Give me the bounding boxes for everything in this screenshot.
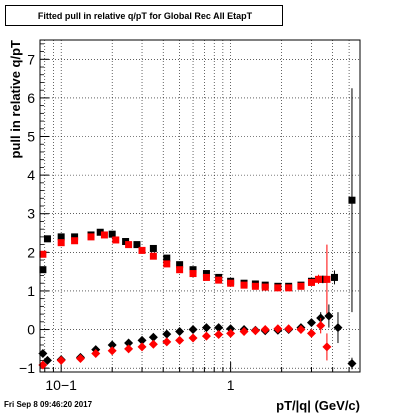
x-tick-label: 10−1 <box>45 377 77 393</box>
data-point-square <box>261 283 269 291</box>
data-point-diamond <box>333 323 343 333</box>
data-point-square <box>202 273 210 281</box>
data-point-square <box>240 281 248 289</box>
y-tick-label: 0 <box>27 322 35 338</box>
data-point-diamond <box>148 339 158 349</box>
data-point-diamond <box>201 331 211 341</box>
data-point-diamond <box>175 335 185 345</box>
data-point-square <box>149 244 157 252</box>
data-point-square <box>297 282 305 290</box>
data-point-square <box>163 260 171 268</box>
data-point-square <box>96 228 104 236</box>
data-point-square <box>87 233 95 241</box>
data-point-diamond <box>188 333 198 343</box>
data-point-diamond <box>296 325 306 335</box>
data-point-square <box>43 235 51 243</box>
chart-title: Fitted pull in relative q/pT for Global … <box>37 11 253 21</box>
plot-frame <box>39 39 361 373</box>
data-point-square <box>176 266 184 274</box>
data-point-square <box>323 275 331 283</box>
data-point-diamond <box>175 326 185 336</box>
data-point-diamond <box>214 323 224 333</box>
data-point-square <box>202 270 210 278</box>
data-point-diamond <box>188 325 198 335</box>
data-point-square <box>39 250 47 258</box>
data-point-square <box>189 266 197 274</box>
data-point-square <box>71 237 79 245</box>
data-point-diamond <box>107 340 117 350</box>
data-point-square <box>57 233 65 241</box>
data-point-diamond <box>137 335 147 345</box>
data-point-diamond <box>306 328 316 338</box>
data-point-diamond <box>322 342 332 352</box>
plot-area <box>40 40 360 372</box>
data-point-diamond <box>148 332 158 342</box>
data-point-diamond <box>91 348 101 358</box>
y-tick-label: 6 <box>27 90 35 106</box>
title-box: Fitted pull in relative q/pT for Global … <box>5 5 283 26</box>
data-point-diamond <box>38 360 48 370</box>
data-point-square <box>176 261 184 269</box>
y-tick-label: 4 <box>27 167 35 183</box>
y-axis-label: pull in relative q/pT <box>8 40 23 159</box>
x-axis-label: pT/|q| (GeV/c) <box>276 398 360 413</box>
data-point-diamond <box>201 323 211 333</box>
data-point-diamond <box>273 324 283 334</box>
data-point-diamond <box>107 346 117 356</box>
data-point-diamond <box>124 338 134 348</box>
data-point-diamond <box>226 324 236 334</box>
x-tick-label: 1 <box>227 377 235 393</box>
data-point-square <box>274 284 282 292</box>
data-point-diamond <box>214 330 224 340</box>
data-point-square <box>112 236 120 244</box>
data-point-diamond <box>250 326 260 336</box>
y-tick-label: 5 <box>27 129 35 145</box>
data-point-square <box>215 276 223 284</box>
y-tick-label: −1 <box>19 360 35 376</box>
data-point-square <box>100 231 108 239</box>
data-point-square <box>163 254 171 262</box>
data-point-square <box>39 266 47 274</box>
data-point-diamond <box>42 355 52 365</box>
data-point-square <box>189 270 197 278</box>
data-point-diamond <box>56 355 66 365</box>
data-point-square <box>149 252 157 260</box>
data-point-diamond <box>226 328 236 338</box>
y-tick-label: 2 <box>27 244 35 260</box>
data-point-diamond <box>137 342 147 352</box>
data-point-diamond <box>124 344 134 354</box>
data-point-diamond <box>75 353 85 363</box>
data-point-square <box>108 230 116 238</box>
data-point-square <box>133 241 141 249</box>
data-point-square <box>348 196 356 204</box>
data-point-diamond <box>284 324 294 334</box>
data-point-square <box>57 239 65 247</box>
y-tick-label: 1 <box>27 283 35 299</box>
y-tick-label: 3 <box>27 206 35 222</box>
footer-timestamp: Fri Sep 8 09:46:20 2017 <box>4 400 93 409</box>
data-point-diamond <box>162 337 172 347</box>
data-point-square <box>227 279 235 287</box>
data-point-square <box>71 233 79 241</box>
data-point-diamond <box>306 318 316 328</box>
data-point-diamond <box>347 359 357 369</box>
data-point-square <box>285 284 293 292</box>
data-point-square <box>319 275 327 283</box>
data-point-diamond <box>260 325 270 335</box>
data-point-diamond <box>239 326 249 336</box>
data-point-diamond <box>38 348 48 358</box>
data-point-square <box>314 275 322 283</box>
data-point-square <box>138 246 146 254</box>
data-point-square <box>307 278 315 286</box>
data-point-diamond <box>316 321 326 331</box>
data-point-square <box>125 241 133 249</box>
data-point-diamond <box>324 311 334 321</box>
data-point-square <box>251 282 259 290</box>
data-point-square <box>330 273 338 281</box>
y-tick-label: 7 <box>27 51 35 67</box>
data-point-diamond <box>162 329 172 339</box>
